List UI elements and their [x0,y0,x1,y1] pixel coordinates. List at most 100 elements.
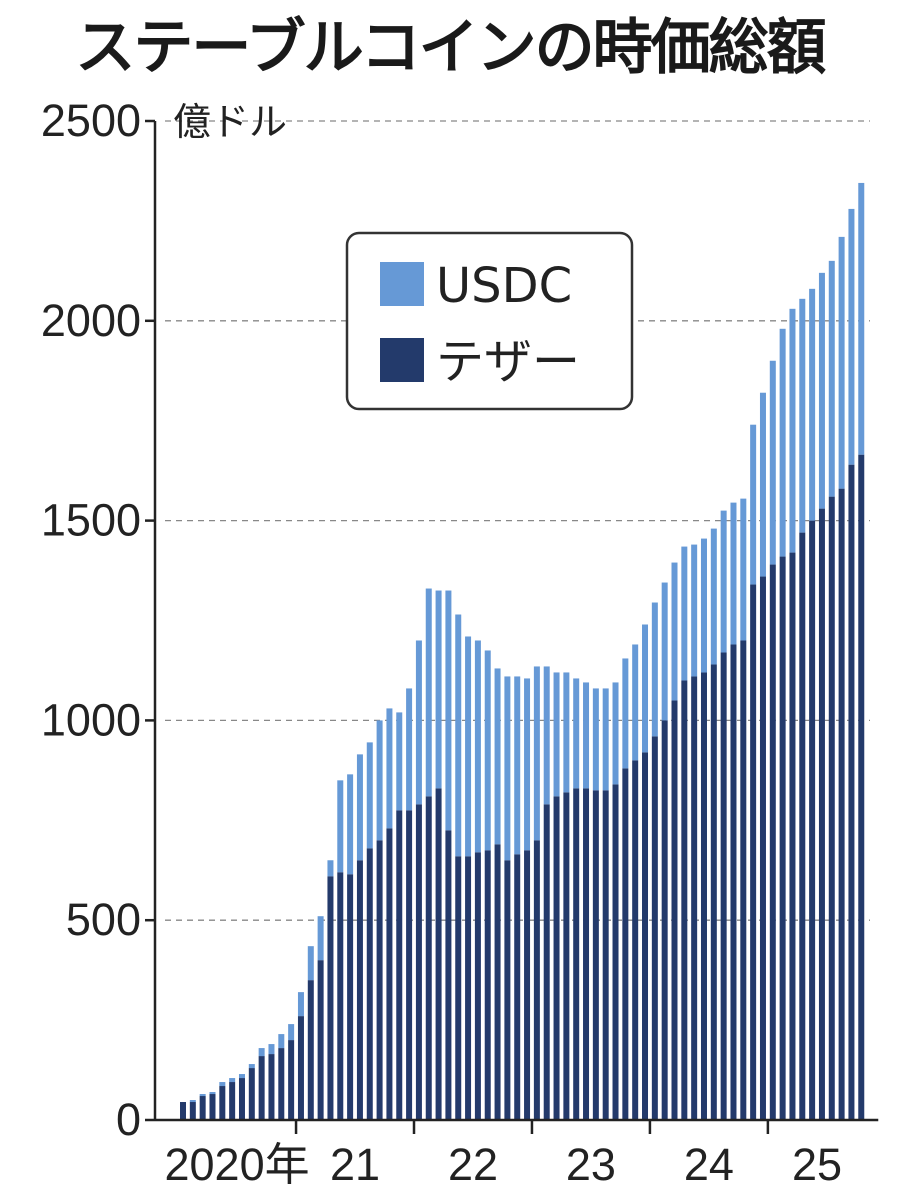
bar-usdc [700,538,707,673]
bar-usdc [288,1024,295,1041]
bar-tether [700,672,707,1120]
bar-tether [818,508,825,1120]
bar-tether [435,788,442,1120]
bar-tether [583,788,590,1120]
y-tick-label: 0 [116,1094,141,1145]
y-tick-label: 2500 [41,95,141,146]
bar-tether [848,464,855,1120]
bar-tether [268,1054,275,1120]
bar-tether [612,784,619,1120]
bar-tether [858,454,865,1120]
bar-tether [740,640,747,1120]
bar-usdc [425,588,432,797]
bar-tether [396,810,403,1120]
bar-tether [632,760,639,1120]
bar-tether [288,1040,295,1120]
bar-tether [425,796,432,1120]
bar-tether [415,804,422,1120]
legend-swatch [380,338,424,382]
y-tick-label: 500 [66,894,141,945]
bar-usdc [238,1074,245,1079]
bar-tether [180,1102,186,1120]
y-tick-label: 1000 [41,694,141,745]
bar-usdc [632,644,639,761]
bar-usdc [524,678,531,851]
bar-tether [750,584,757,1120]
bar-usdc [317,916,324,961]
bar-usdc [740,498,747,641]
bar-usdc [386,708,393,829]
bar-usdc [710,528,717,665]
bar-usdc [327,860,334,877]
bar-tether [642,752,649,1120]
bar-tether [465,856,472,1120]
legend-label: テザー [436,334,580,390]
x-tick-label: 24 [684,1139,734,1190]
bar-usdc [769,360,776,565]
bar-tether [337,872,344,1120]
bar-tether [691,676,698,1120]
bar-usdc [209,1092,216,1095]
bar-usdc [356,754,363,861]
bar-tether [838,488,845,1121]
bar-usdc [759,392,766,577]
chart-title: ステーブルコインの時価総額 [75,13,826,83]
bar-usdc [661,582,668,721]
bar-tether [327,876,334,1120]
bar-usdc [406,688,413,811]
bar-usdc [691,544,698,677]
bar-tether [769,564,776,1120]
bar-usdc [248,1064,255,1069]
bar-usdc [455,614,462,857]
bar-usdc [720,510,727,653]
bar-tether [297,1016,304,1120]
x-tick-label: 23 [566,1139,616,1190]
bar-usdc [376,720,383,841]
bar-tether [484,850,491,1120]
bar-tether [592,790,599,1120]
bar-usdc [592,688,599,791]
bar-tether [455,856,462,1120]
bar-tether [730,644,737,1120]
bar-usdc [474,640,481,853]
bar-usdc [445,590,452,831]
bar-usdc [533,666,540,841]
bar-tether [602,790,609,1120]
bar-tether [720,652,727,1120]
bar-tether [661,720,668,1120]
bar-tether [317,960,324,1120]
bar-usdc [828,260,835,497]
bar-tether [789,552,796,1120]
x-tick-label: 22 [448,1139,498,1190]
bar-tether [553,796,560,1120]
bar-usdc [612,682,619,785]
bar-tether [543,804,550,1120]
bar-tether [671,700,678,1120]
bar-tether [651,736,658,1120]
bar-usdc [642,624,649,753]
bar-tether [347,874,354,1120]
bar-usdc [583,682,590,789]
bars [180,182,865,1121]
bar-usdc [779,328,786,557]
bar-usdc [435,590,442,789]
bar-usdc [730,502,737,645]
bar-tether [474,852,481,1120]
bar-tether [681,680,688,1120]
bar-usdc [199,1094,206,1097]
y-unit-label: 億ドル [173,100,287,144]
bar-tether [799,532,806,1120]
bar-tether [278,1048,285,1120]
bar-tether [710,664,717,1120]
bar-usdc [278,1034,285,1049]
bar-tether [376,840,383,1120]
bar-usdc [415,640,422,805]
bar-usdc [602,688,609,791]
bar-usdc [651,602,658,737]
bar-usdc [268,1044,275,1055]
bar-usdc [553,672,560,797]
bar-tether [828,496,835,1120]
bar-tether [809,520,816,1120]
bar-usdc [347,774,354,875]
